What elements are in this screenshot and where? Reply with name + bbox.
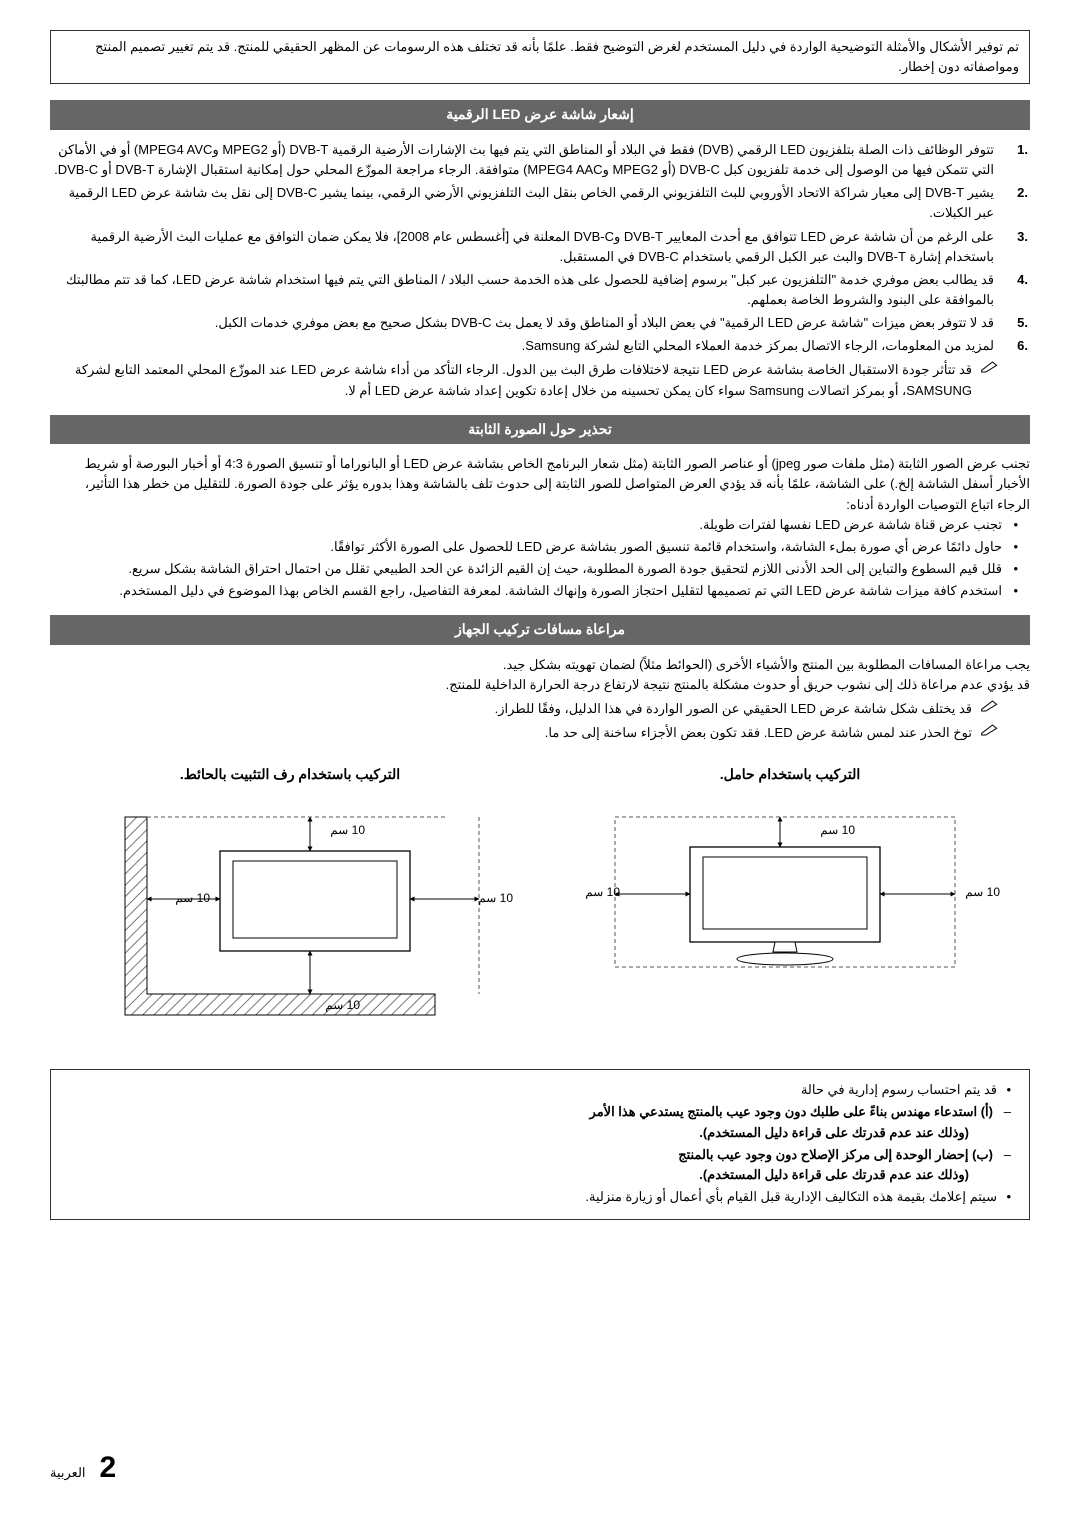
- admin-line-text: (أ) استدعاء مهندس بناءً على طلبك دون وجو…: [590, 1104, 993, 1119]
- admin-line: (ب) إحضار الوحدة إلى مركز الإصلاح دون وج…: [65, 1145, 997, 1185]
- section2-bullet-text: تجنب عرض قناة شاشة عرض LED نفسها لفترات …: [699, 517, 1002, 532]
- section3-note1-text: قد يختلف شكل شاشة عرض LED الحقيقي عن الص…: [495, 699, 972, 719]
- section2-para: تجنب عرض الصور الثابتة (مثل ملفات صور jp…: [50, 454, 1030, 514]
- cm-label: 10 سم: [325, 996, 360, 1015]
- diagram-stand-title: التركيب باستخدام حامل.: [550, 764, 1030, 786]
- section3-note2-text: توخ الحذر عند لمس شاشة عرض LED. فقد تكون…: [545, 723, 972, 743]
- section1-item: .4قد يطالب بعض موفري خدمة "التلفزيون عبر…: [50, 270, 1000, 310]
- diagram-wall-svg: [75, 799, 505, 1039]
- admin-fees-box: قد يتم احتساب رسوم إدارية في حالة (أ) اس…: [50, 1069, 1030, 1220]
- admin-line-text: قد يتم احتساب رسوم إدارية في حالة: [801, 1082, 997, 1097]
- section2-bullet: قلل قيم السطوع والتباين إلى الحد الأدنى …: [50, 559, 1002, 579]
- section3-header: مراعاة مسافات تركيب الجهاز: [50, 615, 1030, 645]
- cm-label: 10 سم: [820, 821, 855, 840]
- diagrams-row: التركيب باستخدام حامل.: [50, 764, 1030, 1040]
- section2-header: تحذير حول الصورة الثابتة: [50, 415, 1030, 445]
- cm-label: 10 سم: [175, 889, 210, 908]
- pencil-icon: [980, 360, 1000, 374]
- section1-header: إشعار شاشة عرض LED الرقمية: [50, 100, 1030, 130]
- section1-list: .1تتوفر الوظائف ذات الصلة بتلفزيون LED ا…: [50, 140, 1030, 356]
- admin-line: قد يتم احتساب رسوم إدارية في حالة: [65, 1080, 997, 1100]
- diagram-stand: التركيب باستخدام حامل.: [550, 764, 1030, 1040]
- section2-bullets: تجنب عرض قناة شاشة عرض LED نفسها لفترات …: [50, 515, 1030, 602]
- section1-item-text: يشير DVB-T إلى معيار شراكة الاتحاد الأور…: [69, 185, 994, 220]
- pencil-icon: [980, 723, 1000, 737]
- section1-item-text: قد لا تتوفر بعض ميزات "شاشة عرض LED الرق…: [215, 315, 994, 330]
- admin-line-text: (ب) إحضار الوحدة إلى مركز الإصلاح دون وج…: [678, 1147, 993, 1162]
- section1-item-text: على الرغم من أن شاشة عرض LED تتوافق مع أ…: [90, 229, 994, 264]
- section1-item: .2يشير DVB-T إلى معيار شراكة الاتحاد الأ…: [50, 183, 1000, 223]
- cm-label: 10 سم: [585, 883, 620, 902]
- section1-item-text: لمزيد من المعلومات، الرجاء الاتصال بمركز…: [522, 338, 994, 353]
- section1-item-text: قد يطالب بعض موفري خدمة "التلفزيون عبر ك…: [66, 272, 994, 307]
- page-lang: العربية: [50, 1463, 86, 1483]
- page-footer: 2 العربية: [50, 1445, 116, 1492]
- admin-line: سيتم إعلامك بقيمة هذه التكاليف الإدارية …: [65, 1187, 997, 1207]
- section3-note2: توخ الحذر عند لمس شاشة عرض LED. فقد تكون…: [50, 723, 1030, 743]
- section3-note1: قد يختلف شكل شاشة عرض LED الحقيقي عن الص…: [50, 699, 1030, 719]
- admin-line: (أ) استدعاء مهندس بناءً على طلبك دون وجو…: [65, 1102, 997, 1142]
- pencil-icon: [980, 699, 1000, 713]
- section1-note-text: قد تتأثر جودة الاستقبال الخاصة بشاشة عرض…: [50, 360, 972, 400]
- admin-line-text: سيتم إعلامك بقيمة هذه التكاليف الإدارية …: [585, 1189, 997, 1204]
- section2-bullet-text: استخدم كافة ميزات شاشة عرض LED التي تم ت…: [119, 583, 1002, 598]
- cm-label: 10 سم: [965, 883, 1000, 902]
- section3-p1: يجب مراعاة المسافات المطلوبة بين المنتج …: [50, 655, 1030, 675]
- section1-item: .5قد لا تتوفر بعض ميزات "شاشة عرض LED ال…: [50, 313, 1000, 333]
- section1-item: .6لمزيد من المعلومات، الرجاء الاتصال بمر…: [50, 336, 1000, 356]
- diagram-wall: التركيب باستخدام رف التثبيت بالحائط.: [50, 764, 530, 1040]
- admin-line-text: (وذلك عند عدم قدرتك على قراءة دليل المست…: [699, 1167, 969, 1182]
- section3-p2: قد يؤدي عدم مراعاة ذلك إلى نشوب حريق أو …: [50, 675, 1030, 695]
- section2-bullet-text: قلل قيم السطوع والتباين إلى الحد الأدنى …: [128, 561, 1002, 576]
- diagram-stand-svg: [575, 799, 1005, 1009]
- intro-text: تم توفير الأشكال والأمثلة التوضيحية الوا…: [95, 39, 1019, 74]
- diagram-wall-title: التركيب باستخدام رف التثبيت بالحائط.: [50, 764, 530, 786]
- section2-bullet: استخدم كافة ميزات شاشة عرض LED التي تم ت…: [50, 581, 1002, 601]
- intro-box: تم توفير الأشكال والأمثلة التوضيحية الوا…: [50, 30, 1030, 84]
- cm-label: 10 سم: [478, 889, 513, 908]
- section2-bullet-text: حاول دائمًا عرض أي صورة بملء الشاشة، واس…: [330, 539, 1002, 554]
- cm-label: 10 سم: [330, 821, 365, 840]
- admin-line-text: (وذلك عند عدم قدرتك على قراءة دليل المست…: [699, 1125, 969, 1140]
- section1-item: .1تتوفر الوظائف ذات الصلة بتلفزيون LED ا…: [50, 140, 1000, 180]
- section1-item-text: تتوفر الوظائف ذات الصلة بتلفزيون LED الر…: [54, 142, 994, 177]
- page-number: 2: [100, 1445, 117, 1492]
- section2-bullet: حاول دائمًا عرض أي صورة بملء الشاشة، واس…: [50, 537, 1002, 557]
- section1-note: قد تتأثر جودة الاستقبال الخاصة بشاشة عرض…: [50, 360, 1030, 400]
- section2-bullet: تجنب عرض قناة شاشة عرض LED نفسها لفترات …: [50, 515, 1002, 535]
- section1-item: .3على الرغم من أن شاشة عرض LED تتوافق مع…: [50, 227, 1000, 267]
